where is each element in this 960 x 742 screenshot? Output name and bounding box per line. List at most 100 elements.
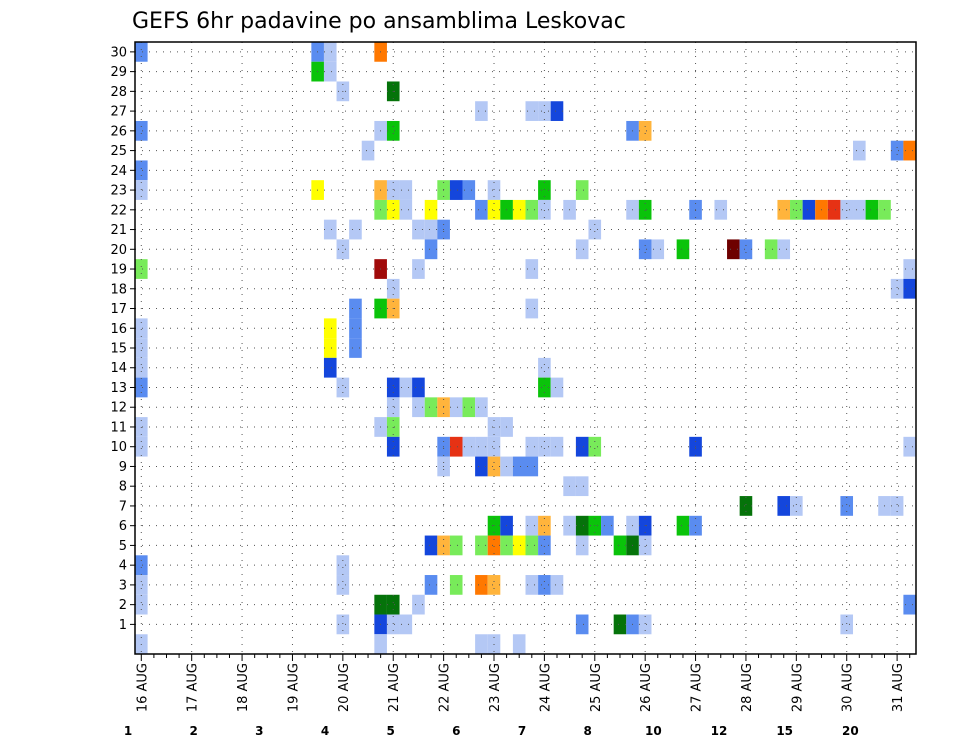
heatmap-cell bbox=[386, 417, 400, 437]
colorbar-label: 3 bbox=[255, 724, 263, 738]
x-tick-label: 30 AUG bbox=[841, 663, 856, 712]
heatmap-cell bbox=[412, 259, 425, 279]
heatmap-cell bbox=[475, 199, 488, 220]
heatmap-cell bbox=[903, 278, 916, 299]
heatmap-cell bbox=[903, 140, 916, 161]
colorbar-label: 20 bbox=[842, 724, 859, 738]
heatmap-cell bbox=[475, 456, 488, 477]
heatmap-cell bbox=[449, 535, 463, 556]
heatmap-cell bbox=[903, 259, 916, 279]
heatmap-cell bbox=[135, 377, 148, 398]
heatmap-cell bbox=[865, 199, 879, 220]
heatmap-cell bbox=[412, 397, 425, 418]
heatmap-cell bbox=[575, 614, 589, 635]
y-tick-label: 9 bbox=[119, 460, 127, 475]
heatmap-cell bbox=[613, 614, 627, 635]
heatmap-cell bbox=[739, 239, 753, 260]
heatmap-cell bbox=[135, 357, 148, 378]
heatmap-cell bbox=[651, 239, 665, 260]
heatmap-cell bbox=[386, 377, 400, 398]
y-tick-label: 18 bbox=[110, 282, 127, 297]
heatmap-cell bbox=[840, 199, 854, 220]
heatmap-cell bbox=[525, 515, 539, 536]
heatmap-cell bbox=[386, 594, 400, 615]
heatmap-cell bbox=[575, 239, 589, 260]
heatmap-cell bbox=[890, 496, 904, 516]
heatmap-cell bbox=[638, 199, 652, 220]
heatmap-cell bbox=[386, 180, 400, 200]
heatmap-cell bbox=[550, 575, 564, 595]
heatmap-cell bbox=[487, 575, 501, 595]
heatmap-cell bbox=[135, 555, 148, 576]
heatmap-cell bbox=[135, 594, 148, 615]
colorbar: 1 2 3 4 5 6 7 8 10 12 15 20 bbox=[124, 724, 859, 738]
x-tick-label: 20 AUG bbox=[337, 663, 352, 712]
heatmap-cell bbox=[349, 298, 362, 319]
heatmap-cell bbox=[638, 239, 652, 260]
heatmap-cell bbox=[462, 436, 476, 457]
heatmap-cell bbox=[790, 496, 803, 516]
heatmap-cell bbox=[475, 101, 488, 121]
heatmap-cell bbox=[135, 160, 148, 181]
x-tick-label: 16 AUG bbox=[135, 663, 150, 712]
y-tick-label: 20 bbox=[110, 243, 127, 258]
heatmap-cell bbox=[487, 199, 501, 220]
colorbar-label: 10 bbox=[645, 724, 662, 738]
heatmap-cell bbox=[802, 199, 816, 220]
colorbar-label: 7 bbox=[518, 724, 526, 738]
heatmap-cell bbox=[349, 219, 362, 240]
heatmap-cell bbox=[538, 575, 551, 595]
x-tick-label: 24 AUG bbox=[538, 663, 553, 712]
heatmap-cell bbox=[525, 199, 539, 220]
heatmap-cell bbox=[777, 199, 791, 220]
heatmap-cell bbox=[462, 397, 476, 418]
colorbar-label: 1 bbox=[124, 724, 132, 738]
heatmap-cell bbox=[525, 101, 539, 121]
heatmap-cell bbox=[475, 535, 488, 556]
heatmap-cells bbox=[135, 42, 916, 654]
x-tick-label: 22 AUG bbox=[438, 663, 453, 712]
heatmap-cell bbox=[890, 278, 904, 299]
heatmap-cell bbox=[512, 634, 526, 654]
heatmap-cell bbox=[853, 140, 866, 161]
colorbar-label: 8 bbox=[583, 724, 591, 738]
y-tick-label: 2 bbox=[119, 598, 127, 613]
heatmap-cell bbox=[135, 42, 148, 62]
chart-title: GEFS 6hr padavine po ansamblima Leskovac bbox=[132, 9, 626, 34]
y-tick-label: 26 bbox=[110, 124, 127, 139]
y-tick-label: 21 bbox=[110, 223, 127, 238]
heatmap-cell bbox=[525, 535, 539, 556]
heatmap-cell bbox=[386, 120, 400, 141]
colorbar-label: 15 bbox=[776, 724, 793, 738]
heatmap-cell bbox=[588, 436, 602, 457]
heatmap-cell bbox=[777, 496, 791, 516]
heatmap-cell bbox=[538, 199, 551, 220]
y-axis-ticks: 1234567891011121314151617181920212223242… bbox=[110, 45, 135, 633]
heatmap-cell bbox=[575, 515, 589, 536]
x-tick-label: 26 AUG bbox=[639, 663, 654, 712]
heatmap-cell bbox=[135, 436, 148, 457]
y-tick-label: 30 bbox=[110, 45, 127, 60]
heatmap-cell bbox=[412, 377, 425, 398]
heatmap-cell bbox=[727, 239, 740, 260]
heatmap-cell bbox=[487, 535, 501, 556]
heatmap-cell bbox=[135, 417, 148, 437]
y-tick-label: 13 bbox=[110, 381, 127, 396]
heatmap-cell bbox=[588, 219, 602, 240]
heatmap-cell bbox=[538, 535, 551, 556]
heatmap-cell bbox=[512, 199, 526, 220]
heatmap-cell bbox=[538, 180, 551, 200]
y-tick-label: 12 bbox=[110, 401, 127, 416]
heatmap-cell bbox=[487, 436, 501, 457]
y-tick-label: 10 bbox=[110, 440, 127, 455]
heatmap-cell bbox=[512, 456, 526, 477]
heatmap-cell bbox=[424, 219, 438, 240]
x-tick-label: 17 AUG bbox=[186, 663, 201, 712]
y-tick-label: 4 bbox=[119, 559, 127, 574]
x-tick-label: 28 AUG bbox=[740, 663, 755, 712]
y-tick-label: 7 bbox=[119, 499, 127, 514]
heatmap-cell bbox=[386, 614, 400, 635]
heatmap-cell bbox=[323, 219, 337, 240]
heatmap-cell bbox=[336, 575, 350, 595]
y-tick-label: 8 bbox=[119, 480, 127, 495]
